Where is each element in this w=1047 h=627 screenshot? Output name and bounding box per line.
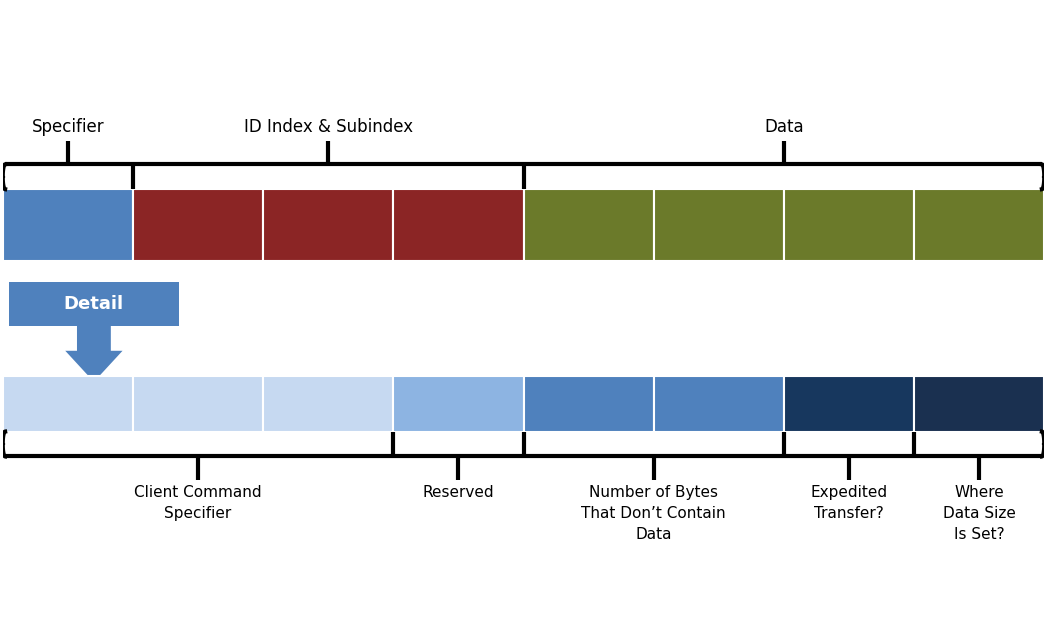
Bar bbox=[263, 376, 394, 431]
Bar bbox=[784, 189, 914, 261]
Bar bbox=[133, 189, 263, 261]
Bar bbox=[524, 189, 653, 261]
Text: ID Index & Subindex: ID Index & Subindex bbox=[244, 118, 413, 136]
Bar bbox=[3, 376, 133, 431]
Text: Client Command
Specifier: Client Command Specifier bbox=[134, 485, 262, 521]
Bar bbox=[914, 189, 1044, 261]
Text: Specifier: Specifier bbox=[31, 118, 105, 136]
Bar bbox=[524, 376, 653, 431]
Bar bbox=[394, 189, 524, 261]
Text: Where
Data Size
Is Set?: Where Data Size Is Set? bbox=[942, 485, 1016, 542]
Bar bbox=[914, 376, 1044, 431]
Bar bbox=[3, 189, 133, 261]
Bar bbox=[133, 376, 263, 431]
Bar bbox=[784, 376, 914, 431]
Bar bbox=[653, 189, 784, 261]
Bar bbox=[9, 282, 179, 326]
Text: Detail: Detail bbox=[64, 295, 124, 313]
Text: Expedited
Transfer?: Expedited Transfer? bbox=[810, 485, 888, 521]
Bar bbox=[653, 376, 784, 431]
Bar bbox=[394, 376, 524, 431]
PathPatch shape bbox=[65, 326, 122, 382]
Text: Reserved: Reserved bbox=[423, 485, 494, 500]
Text: Data: Data bbox=[764, 118, 804, 136]
Bar bbox=[263, 189, 394, 261]
Text: Number of Bytes
That Don’t Contain
Data: Number of Bytes That Don’t Contain Data bbox=[581, 485, 726, 542]
